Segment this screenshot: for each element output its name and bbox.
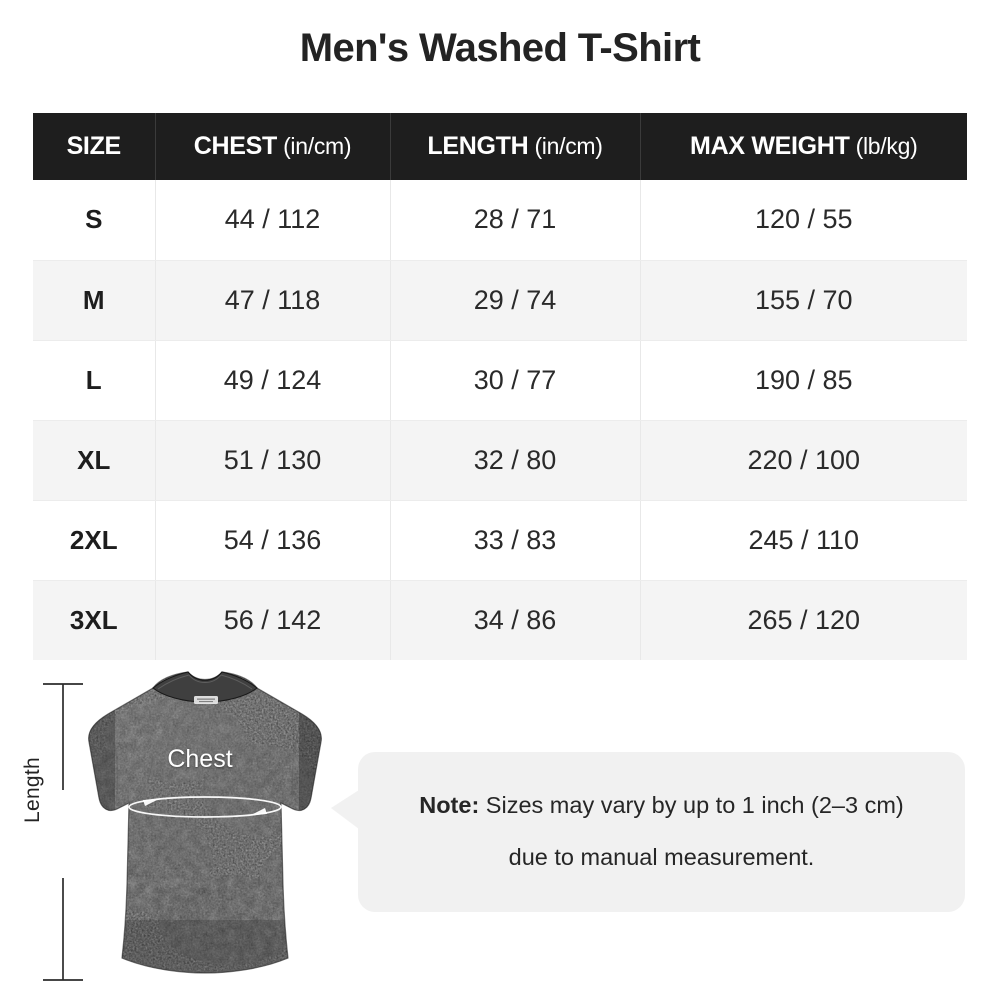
cell-length: 33 / 83 bbox=[390, 500, 641, 581]
hem-stitch bbox=[126, 947, 284, 964]
table-row: 3XL 56 / 142 34 / 86 265 / 120 bbox=[33, 580, 967, 660]
note-text: Note: Sizes may vary by up to 1 inch (2–… bbox=[358, 752, 965, 912]
cell-length: 28 / 71 bbox=[390, 180, 641, 261]
cell-max-weight: 120 / 55 bbox=[640, 180, 967, 261]
note-line-1: Note: Sizes may vary by up to 1 inch (2–… bbox=[419, 792, 904, 819]
column-header-length: LENGTH (in/cm) bbox=[390, 113, 641, 180]
table-body: S 44 / 112 28 / 71 120 / 55 M 47 / 118 2… bbox=[33, 180, 967, 660]
tshirt-illustration bbox=[88, 671, 322, 974]
cell-chest: 47 / 118 bbox=[155, 260, 391, 341]
cell-max-weight: 155 / 70 bbox=[640, 260, 967, 341]
table-header: SIZE CHEST (in/cm) LENGTH (in/cm) MAX WE… bbox=[33, 113, 967, 180]
table-header-row: SIZE CHEST (in/cm) LENGTH (in/cm) MAX WE… bbox=[33, 113, 967, 180]
cell-max-weight: 220 / 100 bbox=[640, 420, 967, 501]
note-bubble-tail-icon bbox=[331, 790, 359, 829]
neck-label bbox=[194, 696, 218, 704]
neck-label-print bbox=[197, 698, 215, 703]
table-row: 2XL 54 / 136 33 / 83 245 / 110 bbox=[33, 500, 967, 581]
note-prefix: Note: bbox=[419, 792, 480, 819]
note-bubble: Note: Sizes may vary by up to 1 inch (2–… bbox=[331, 752, 965, 912]
table-row: M 47 / 118 29 / 74 155 / 70 bbox=[33, 260, 967, 341]
chest-measure-arrow bbox=[128, 796, 282, 818]
cell-length: 32 / 80 bbox=[390, 420, 641, 501]
column-header-size: SIZE bbox=[33, 113, 156, 180]
column-header-length-unit: (in/cm) bbox=[528, 133, 603, 159]
column-header-chest: CHEST (in/cm) bbox=[155, 113, 391, 180]
column-header-max-weight: MAX WEIGHT (lb/kg) bbox=[640, 113, 967, 180]
size-chart-table: SIZE CHEST (in/cm) LENGTH (in/cm) MAX WE… bbox=[33, 113, 967, 660]
tshirt-body bbox=[88, 672, 322, 973]
cell-length: 34 / 86 bbox=[390, 580, 641, 660]
length-label: Length bbox=[21, 756, 44, 824]
cell-chest: 54 / 136 bbox=[155, 500, 391, 581]
sleeve-seams bbox=[106, 715, 304, 804]
cell-size: XL bbox=[33, 420, 156, 501]
cell-max-weight: 190 / 85 bbox=[640, 340, 967, 421]
cell-length: 30 / 77 bbox=[390, 340, 641, 421]
hem-seam bbox=[121, 957, 289, 973]
note-line-1-text: Sizes may vary by up to 1 inch (2–3 cm) bbox=[479, 792, 904, 819]
column-header-max-weight-label: MAX WEIGHT bbox=[690, 132, 850, 160]
measurement-illustration: Length bbox=[0, 660, 400, 1000]
cell-size: 2XL bbox=[33, 500, 156, 581]
column-header-chest-unit: (in/cm) bbox=[276, 133, 352, 159]
table-row: XL 51 / 130 32 / 80 220 / 100 bbox=[33, 420, 967, 501]
note-line-2: due to manual measurement. bbox=[508, 844, 815, 870]
cell-chest: 44 / 112 bbox=[155, 180, 391, 261]
cell-max-weight: 245 / 110 bbox=[640, 500, 967, 581]
column-header-size-label: SIZE bbox=[66, 132, 122, 160]
cell-size: L bbox=[33, 340, 156, 421]
cell-length: 29 / 74 bbox=[390, 260, 641, 341]
cell-size: S bbox=[33, 180, 156, 261]
table-row: S 44 / 112 28 / 71 120 / 55 bbox=[33, 180, 967, 261]
table-row: L 49 / 124 30 / 77 190 / 85 bbox=[33, 340, 967, 421]
length-dimension-line bbox=[43, 683, 83, 981]
cell-size: 3XL bbox=[33, 580, 156, 660]
cell-size: M bbox=[33, 260, 156, 341]
page-title: Men's Washed T-Shirt bbox=[299, 26, 701, 70]
column-header-max-weight-unit: (lb/kg) bbox=[849, 133, 918, 159]
column-header-chest-label: CHEST bbox=[193, 132, 278, 160]
cell-chest: 51 / 130 bbox=[155, 420, 391, 501]
cell-chest: 49 / 124 bbox=[155, 340, 391, 421]
cell-max-weight: 265 / 120 bbox=[640, 580, 967, 660]
cell-chest: 56 / 142 bbox=[155, 580, 391, 660]
column-header-length-label: LENGTH bbox=[427, 132, 529, 160]
chest-label: Chest bbox=[167, 745, 233, 773]
